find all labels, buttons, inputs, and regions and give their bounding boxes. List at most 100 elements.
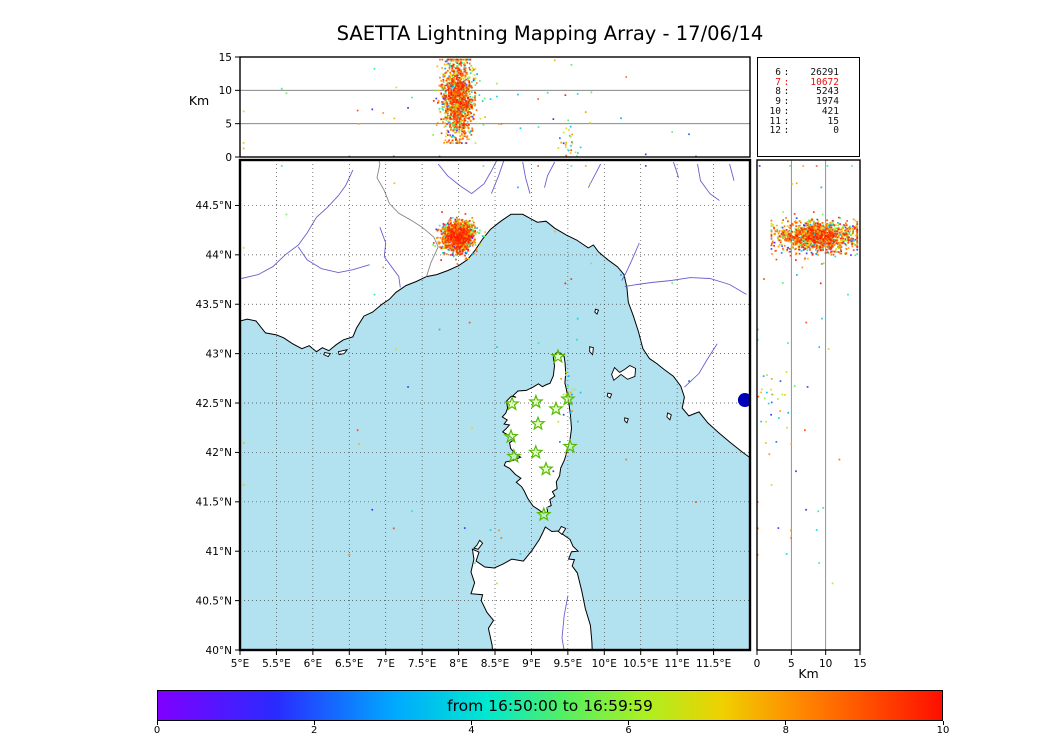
svg-text:0: 0 [754, 658, 761, 670]
hlon-scatter [242, 58, 697, 157]
svg-text:8.5°E: 8.5°E [481, 658, 510, 670]
hlon-grid [240, 89, 750, 125]
station-star-icon [535, 506, 552, 522]
svg-text:5: 5 [225, 118, 232, 130]
island [589, 346, 594, 356]
station-star-icon [528, 393, 544, 409]
river [621, 242, 640, 281]
time-colorbar: from 16:50:00 to 16:59:59 [157, 690, 943, 721]
svg-text:5.5°E: 5.5°E [262, 658, 291, 670]
svg-text:44.5°N: 44.5°N [196, 200, 232, 212]
colorbar-tick [942, 721, 944, 725]
station-star-icon [538, 460, 554, 476]
colorbar-ticks: 0 2 4 6 8 10 [153, 721, 949, 739]
station-star-icon [503, 428, 519, 444]
station-star-icon [530, 415, 546, 431]
colorbar-tick-label: 4 [468, 725, 475, 736]
stats-row: 12:0 [769, 125, 839, 137]
axis-ticks [235, 56, 861, 655]
colorbar-tick [313, 721, 315, 725]
coastline [240, 160, 750, 459]
figure-title: SAETTA Lightning Mapping Array - 17/06/1… [336, 22, 764, 45]
svg-text:40°N: 40°N [206, 645, 232, 657]
island [606, 392, 613, 399]
island [557, 525, 567, 536]
colorbar-tick-label: 0 [153, 725, 161, 736]
country-border [376, 160, 439, 277]
river [624, 277, 747, 295]
station-count-panel: 6:26291 7:10672 8:5243 9:1974 10:421 11:15 12:… [757, 57, 860, 157]
river [729, 163, 735, 181]
svg-text:6.5°E: 6.5°E [335, 658, 364, 670]
svg-text:8°E: 8°E [449, 658, 468, 670]
island [624, 417, 629, 424]
colorbar-tick [156, 721, 158, 725]
colorbar-label: from 16:50:00 to 16:59:59 [447, 696, 653, 715]
river [544, 161, 556, 188]
map-grid [240, 160, 750, 650]
map-basemap [240, 160, 750, 650]
svg-text:44°N: 44°N [206, 250, 232, 262]
river [297, 246, 370, 274]
svg-text:10: 10 [219, 85, 232, 97]
svg-text:42°N: 42°N [206, 447, 232, 459]
svg-text:5°E: 5°E [231, 658, 250, 670]
station-star-icon [527, 444, 544, 460]
stats-row: 9:1974 [775, 96, 839, 108]
river [490, 160, 505, 194]
svg-text:5: 5 [788, 658, 795, 670]
river [697, 163, 720, 201]
svg-text:9.5°E: 9.5°E [554, 658, 583, 670]
colorbar-tick-label: 2 [311, 725, 318, 736]
river [379, 227, 401, 288]
river [437, 160, 497, 195]
axis-labels: 44.5°N 44°N 43.5°N 43°N 42.5°N 42°N 41.5°N 41°N… [196, 52, 867, 670]
colorbar-tick-label: 8 [782, 725, 789, 736]
station-star-icon [550, 348, 566, 364]
colorbar-tick [470, 721, 472, 725]
height-axis-label-bottom: Km [798, 666, 819, 681]
svg-text:43°N: 43°N [206, 348, 232, 360]
station-star-icon [506, 448, 522, 464]
station-star-icon [548, 400, 564, 416]
river [522, 161, 531, 194]
svg-text:11.5°E: 11.5°E [696, 658, 731, 670]
stats-row: 6:26291 [775, 67, 839, 78]
svg-text:41°N: 41°N [206, 546, 232, 558]
svg-text:41.5°N: 41.5°N [196, 497, 232, 509]
stats-row: 11:15 [769, 115, 839, 127]
colorbar-tick [785, 721, 787, 725]
svg-text:7°E: 7°E [376, 658, 395, 670]
hlat-frame [756, 159, 861, 651]
colorbar-tick-label: 6 [625, 725, 632, 736]
svg-text:10°E: 10°E [592, 658, 617, 670]
sea-buoy-marker [737, 393, 750, 408]
hlat-scatter [757, 165, 859, 585]
svg-text:7.5°E: 7.5°E [408, 658, 437, 670]
svg-text:9°E: 9°E [522, 658, 541, 670]
island [594, 308, 600, 315]
svg-text:10.5°E: 10.5°E [623, 658, 658, 670]
colorbar-tick-label: 10 [936, 725, 950, 736]
island [473, 539, 484, 550]
svg-text:15: 15 [219, 52, 232, 64]
stats-row: 10:421 [769, 105, 839, 117]
station-markers [503, 348, 578, 522]
height-axis-label-left: Km [188, 93, 210, 108]
river [673, 161, 680, 178]
colorbar-tick [628, 721, 630, 725]
station-star-icon [504, 395, 520, 411]
svg-text:40.5°N: 40.5°N [196, 595, 232, 607]
river [241, 169, 354, 279]
station-star-icon [562, 438, 578, 454]
island [611, 364, 637, 382]
map-scatter [242, 165, 697, 585]
river [684, 343, 718, 388]
hlon-frame [239, 56, 751, 158]
station-star-icon [560, 390, 576, 406]
svg-text:42.5°N: 42.5°N [196, 398, 232, 410]
svg-text:6°E: 6°E [304, 658, 323, 670]
svg-text:43.5°N: 43.5°N [196, 299, 232, 311]
